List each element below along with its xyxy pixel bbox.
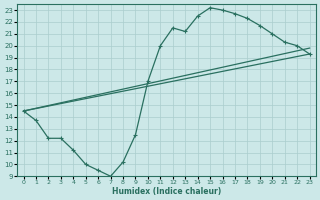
X-axis label: Humidex (Indice chaleur): Humidex (Indice chaleur)	[112, 187, 221, 196]
